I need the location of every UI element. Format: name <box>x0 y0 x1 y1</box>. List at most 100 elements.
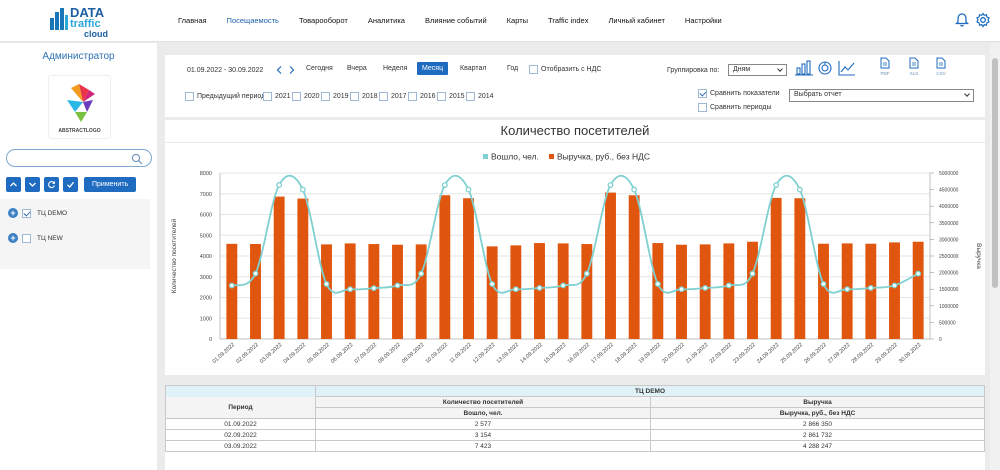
nav-item-6[interactable]: Traffic index <box>548 16 589 25</box>
visitors-point[interactable] <box>725 282 732 289</box>
report-select[interactable]: Выбрать отчет <box>789 89 974 102</box>
apply-button[interactable]: Применить <box>84 177 137 192</box>
year-checkbox[interactable] <box>350 92 359 101</box>
year-toggle-2020[interactable]: 2020 <box>292 92 320 101</box>
visitors-point[interactable] <box>654 281 661 287</box>
revenue-bar[interactable] <box>794 198 806 339</box>
visitors-point[interactable] <box>276 182 283 188</box>
revenue-bar[interactable] <box>250 243 261 339</box>
vat-toggle[interactable]: Отобразить с НДС <box>529 65 601 74</box>
visitors-point[interactable] <box>465 186 472 193</box>
revenue-bar[interactable] <box>818 243 829 339</box>
nav-item-8[interactable]: Настройки <box>684 16 722 25</box>
search-input[interactable] <box>15 152 125 165</box>
tree-item[interactable]: + ТЦ DEMO <box>8 207 67 219</box>
visitors-point[interactable] <box>583 270 590 277</box>
revenue-bar[interactable] <box>912 241 924 339</box>
page-scrollbar-thumb[interactable] <box>992 58 998 288</box>
visitors-point[interactable] <box>915 270 922 277</box>
year-toggle-2019[interactable]: 2019 <box>321 92 349 101</box>
revenue-bar[interactable] <box>865 243 877 339</box>
year-checkbox[interactable] <box>408 92 417 101</box>
legend-label-revenue[interactable]: Выручка, руб., без НДС <box>557 152 650 162</box>
legend-label-visitors[interactable]: Вошло, чел. <box>491 152 539 162</box>
revenue-bar[interactable] <box>605 192 616 339</box>
search-icon[interactable] <box>131 153 143 165</box>
logo[interactable]: DATA traffic cloud <box>50 6 132 39</box>
compare-metrics-checkbox[interactable] <box>698 89 707 98</box>
visitors-point[interactable] <box>749 270 756 277</box>
nav-item-0[interactable]: Главная <box>178 16 207 25</box>
chevron-left-icon[interactable] <box>275 65 284 75</box>
visitors-point[interactable] <box>867 285 874 291</box>
revenue-bar[interactable] <box>557 243 569 339</box>
visitors-point[interactable] <box>560 282 567 289</box>
period-button-0[interactable]: Сегодня <box>306 65 333 72</box>
year-checkbox[interactable] <box>263 92 272 101</box>
revenue-bar[interactable] <box>747 241 758 339</box>
visitors-point[interactable] <box>678 286 685 293</box>
visitors-point[interactable] <box>228 282 235 289</box>
expand-all-button[interactable] <box>25 177 40 192</box>
year-checkbox[interactable] <box>292 92 301 101</box>
expand-plus-icon[interactable]: + <box>8 208 18 218</box>
revenue-bar[interactable] <box>889 242 900 339</box>
year-toggle-2021[interactable]: 2021 <box>263 92 291 101</box>
revenue-bar[interactable] <box>415 244 427 339</box>
period-button-3[interactable]: Месяц <box>417 62 449 75</box>
revenue-bar[interactable] <box>723 243 735 339</box>
visitors-point[interactable] <box>891 282 898 289</box>
vat-checkbox[interactable] <box>529 65 538 74</box>
year-checkbox[interactable] <box>379 92 388 101</box>
revenue-bar[interactable] <box>226 243 238 339</box>
visitors-point[interactable] <box>252 270 259 277</box>
visitors-point[interactable] <box>370 285 377 292</box>
revenue-bar[interactable] <box>581 244 593 339</box>
year-checkbox[interactable] <box>321 92 330 101</box>
visitors-point[interactable] <box>347 286 354 293</box>
revenue-bar[interactable] <box>628 195 640 339</box>
export-pdf-button[interactable]: PDF <box>877 57 893 77</box>
nav-item-5[interactable]: Карты <box>506 16 529 25</box>
visitors-point[interactable] <box>773 182 780 188</box>
date-range[interactable]: 01.09.2022 - 30.09.2022 <box>187 67 264 74</box>
year-toggle-2016[interactable]: 2016 <box>408 92 436 101</box>
prev-period-checkbox[interactable] <box>185 92 194 101</box>
line-chart-icon[interactable] <box>838 60 856 76</box>
year-toggle-2014[interactable]: 2014 <box>466 92 494 101</box>
period-button-4[interactable]: Квартал <box>460 65 487 72</box>
chevron-right-icon[interactable] <box>287 65 296 75</box>
gear-icon[interactable] <box>975 12 991 28</box>
revenue-bar[interactable] <box>534 243 545 339</box>
visitors-point[interactable] <box>441 182 448 188</box>
tree-item-checkbox[interactable] <box>22 233 31 243</box>
revenue-bar[interactable] <box>321 244 332 339</box>
compare-metrics-toggle[interactable]: Сравнить показатели <box>698 89 780 98</box>
bar-chart-icon[interactable] <box>795 60 813 76</box>
revenue-bar[interactable] <box>297 198 309 339</box>
revenue-bar[interactable] <box>510 245 522 339</box>
revenue-bar[interactable] <box>368 244 380 339</box>
visitors-point[interactable] <box>536 285 543 291</box>
revenue-bar[interactable] <box>463 198 474 339</box>
visitors-point[interactable] <box>702 285 709 291</box>
nav-item-3[interactable]: Аналитика <box>367 16 405 25</box>
period-button-1[interactable]: Вчера <box>347 65 367 72</box>
compare-periods-toggle[interactable]: Сравнить периоды <box>698 103 771 112</box>
nav-item-4[interactable]: Влияние событий <box>424 16 487 25</box>
export-xls-button[interactable]: XLS <box>906 57 922 77</box>
nav-item-7[interactable]: Личный кабинет <box>608 16 665 25</box>
visitors-point[interactable] <box>299 186 306 193</box>
year-toggle-2017[interactable]: 2017 <box>379 92 407 101</box>
revenue-bar[interactable] <box>486 246 498 339</box>
nav-item-1[interactable]: Посещаемость <box>226 16 279 25</box>
year-checkbox[interactable] <box>466 92 475 101</box>
tree-item[interactable]: + ТЦ NEW <box>8 232 63 244</box>
year-checkbox[interactable] <box>437 92 446 101</box>
period-button-2[interactable]: Неделя <box>383 65 408 72</box>
year-toggle-2015[interactable]: 2015 <box>437 92 465 101</box>
visitors-point[interactable] <box>512 286 519 293</box>
revenue-bar[interactable] <box>273 196 285 339</box>
revenue-bar[interactable] <box>770 197 782 339</box>
visitors-point[interactable] <box>418 270 425 277</box>
